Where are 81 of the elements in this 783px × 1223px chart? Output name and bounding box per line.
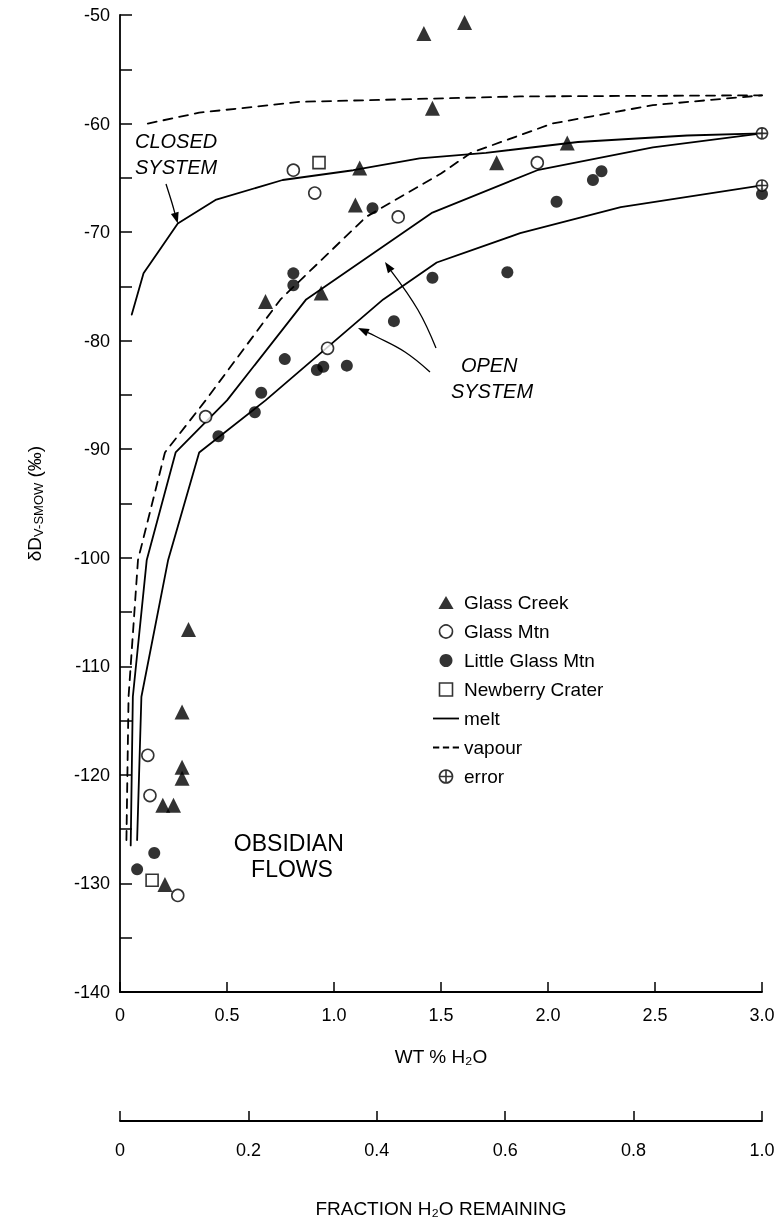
point — [352, 160, 368, 176]
point — [307, 186, 322, 200]
annotation: CLOSED SYSTEM — [135, 130, 223, 178]
point — [313, 285, 329, 301]
annotation: OPEN SYSTEM — [450, 354, 534, 402]
point — [198, 409, 213, 424]
annotation: OBSIDIAN FLOWS — [233, 830, 351, 882]
point — [258, 294, 274, 310]
point — [174, 759, 190, 775]
point — [347, 197, 363, 213]
point — [166, 797, 181, 813]
point — [170, 888, 185, 903]
point — [387, 315, 400, 328]
x2-tick-label: 0.8 — [621, 1140, 647, 1160]
x2-tick-label: 0.6 — [492, 1140, 518, 1160]
point — [457, 15, 473, 31]
legend-label: Little Glass Mtn — [464, 650, 595, 671]
point — [595, 165, 608, 178]
legend-label: melt — [464, 708, 501, 729]
point — [287, 279, 300, 292]
x-tick-label: 0.5 — [214, 1005, 240, 1025]
point — [426, 271, 439, 284]
legend-label: error — [464, 766, 505, 787]
point — [320, 341, 335, 356]
point — [155, 797, 171, 813]
point — [755, 179, 769, 192]
x2-axis-title: FRACTION H₂O REMAINING — [315, 1198, 567, 1219]
point — [174, 770, 190, 786]
point — [501, 266, 514, 279]
point — [366, 202, 379, 215]
x-tick-label: 2.5 — [642, 1005, 668, 1025]
y-tick-label: -130 — [73, 873, 110, 894]
point — [255, 386, 268, 399]
x-tick-label: 1.5 — [428, 1005, 454, 1025]
point — [131, 863, 144, 876]
legend-label: Glass Creek — [464, 592, 570, 613]
x2-tick-label: 0.2 — [235, 1140, 261, 1160]
point — [174, 704, 190, 720]
y-tick-label: -70 — [83, 222, 110, 243]
x-axis-title: WT % H₂O — [394, 1046, 488, 1067]
point — [559, 135, 575, 151]
legend-label: Newberry Crater — [464, 679, 605, 700]
point — [248, 406, 261, 419]
point — [286, 163, 301, 178]
y-tick-label: -120 — [73, 764, 110, 785]
point — [312, 155, 326, 170]
y-tick-label: -60 — [83, 113, 110, 134]
point — [141, 748, 155, 763]
point — [145, 873, 159, 887]
point — [586, 174, 599, 186]
legend-label: vapour — [464, 737, 523, 758]
point — [391, 210, 405, 224]
x-tick-label: 1.0 — [321, 1005, 347, 1025]
x2-tick-label: 1.0 — [749, 1140, 775, 1160]
y-axis-title: δDV-SMOW (‰) — [24, 445, 46, 562]
point — [157, 877, 173, 893]
y-tick-label: -90 — [83, 439, 110, 460]
point — [143, 788, 157, 803]
y-tick-label: -50 — [83, 5, 110, 25]
x-tick-label: 0 — [114, 1005, 126, 1025]
point — [530, 155, 545, 170]
point — [424, 100, 440, 116]
x-tick-label: 3.0 — [749, 1005, 775, 1025]
point — [317, 360, 330, 373]
y-tick-label: -80 — [83, 330, 110, 351]
point — [287, 267, 300, 280]
point — [180, 621, 196, 637]
x2-tick-label: 0.4 — [364, 1140, 390, 1160]
point — [489, 155, 505, 171]
point — [416, 25, 432, 41]
point — [148, 847, 161, 860]
x2-tick-label: 0 — [114, 1140, 126, 1160]
point — [212, 430, 225, 443]
legend-label: Glass Mtn — [464, 621, 550, 642]
x-tick-label: 2.0 — [535, 1005, 561, 1025]
point — [550, 195, 563, 208]
y-tick-label: -100 — [73, 547, 110, 568]
point — [278, 353, 291, 366]
point — [340, 359, 353, 372]
y-tick-label: -140 — [73, 982, 110, 1002]
y-tick-label: -110 — [75, 656, 110, 677]
